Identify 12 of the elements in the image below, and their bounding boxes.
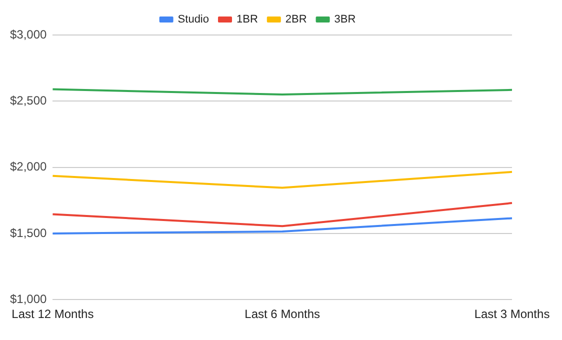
x-tick-label: Last 6 Months: [244, 307, 320, 322]
x-tick-label: Last 3 Months: [474, 307, 550, 322]
y-tick-label: $3,000: [10, 27, 48, 42]
y-tick-label: $1,500: [10, 226, 48, 240]
legend-label: Studio: [178, 14, 210, 26]
x-tick-label: Last 12 Months: [12, 307, 94, 322]
legend-label: 2BR: [285, 14, 307, 26]
legend-label: 3BR: [334, 14, 356, 26]
y-tick-label: $2,000: [10, 160, 48, 174]
y-tick-label: $1,000: [10, 292, 48, 306]
legend-label: 1BR: [236, 14, 258, 26]
y-tick-label: $2,500: [10, 93, 48, 108]
